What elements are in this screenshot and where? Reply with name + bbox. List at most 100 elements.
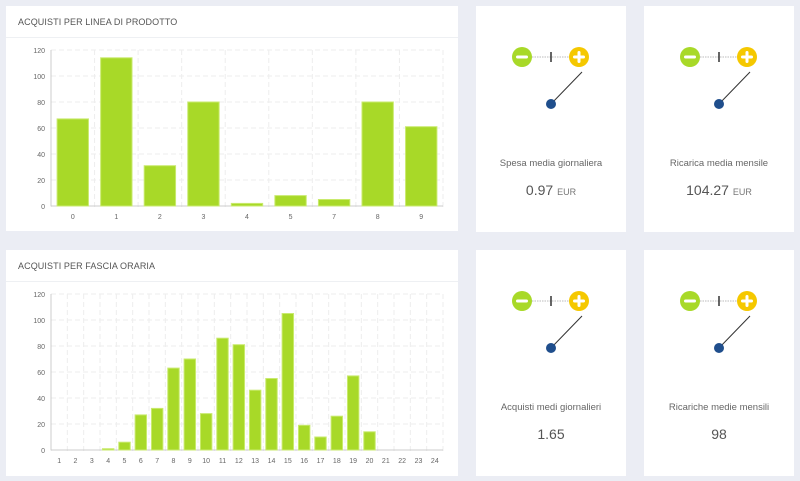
x-tick-label: 24 <box>431 458 439 465</box>
gauge-needle <box>550 71 583 105</box>
gauge-needle <box>550 315 583 349</box>
x-tick-label: 7 <box>332 214 336 221</box>
plus-icon-glyph <box>577 51 581 63</box>
y-tick-label: 20 <box>37 422 45 429</box>
x-tick-label: 8 <box>376 214 380 221</box>
x-tick-label: 16 <box>300 458 308 465</box>
x-tick-label: 17 <box>317 458 325 465</box>
x-tick-label: 7 <box>155 458 159 465</box>
bar <box>199 413 213 451</box>
y-tick-label: 20 <box>37 178 45 185</box>
gauge-needle <box>718 71 751 105</box>
y-tick-label: 40 <box>37 396 45 403</box>
card-value: 104.27 EUR <box>644 182 794 198</box>
x-tick-label: 6 <box>139 458 143 465</box>
bar <box>134 414 148 451</box>
bar <box>230 202 264 207</box>
bar <box>281 313 295 451</box>
x-tick-label: 20 <box>366 458 374 465</box>
y-tick-label: 100 <box>33 318 45 325</box>
x-tick-label: 1 <box>57 458 61 465</box>
y-tick-label: 60 <box>37 126 45 133</box>
card-label: Ricariche medie mensili <box>668 402 770 413</box>
bar <box>346 375 360 451</box>
bar <box>183 358 197 451</box>
x-tick-label: 5 <box>289 214 293 221</box>
x-tick-label: 4 <box>106 458 110 465</box>
card-label: Ricarica media mensile <box>669 158 769 169</box>
y-tick-label: 120 <box>33 292 45 299</box>
bar <box>56 118 89 207</box>
x-tick-label: 23 <box>415 458 423 465</box>
minus-icon-glyph <box>684 299 696 303</box>
y-tick-label: 0 <box>41 204 45 211</box>
minus-icon-glyph <box>516 299 528 303</box>
bar <box>150 407 164 451</box>
bar <box>317 199 351 207</box>
bar <box>216 337 229 451</box>
value-number: 0.97 <box>525 182 554 198</box>
panel-title: ACQUISTI PER LINEA DI PRODOTTO <box>6 6 458 38</box>
value-unit: EUR <box>557 187 577 197</box>
bar <box>101 448 115 451</box>
needle-pivot-icon <box>546 99 556 109</box>
value-number: 1.65 <box>537 426 565 442</box>
x-tick-label: 11 <box>219 458 226 465</box>
x-tick-label: 4 <box>245 214 249 221</box>
x-tick-label: 15 <box>284 458 292 465</box>
card-label: Acquisti medi giornalieri <box>500 402 602 413</box>
needle-pivot-icon <box>714 343 724 353</box>
needle-pivot-icon <box>546 343 556 353</box>
x-tick-label: 9 <box>419 214 423 221</box>
x-tick-label: 10 <box>202 458 210 465</box>
product-line-chart: 0 20 40 60 80 100 120 0 1 2 3 4 5 7 8 9 <box>33 48 444 221</box>
y-tick-label: 80 <box>37 100 45 107</box>
value-number: 98 <box>711 426 727 442</box>
card-value: 0.97 EUR <box>476 182 626 198</box>
bar <box>274 195 307 207</box>
card-label: Spesa media giornaliera <box>499 158 603 169</box>
y-tick-label: 40 <box>37 152 45 159</box>
card-value: 1.65 <box>476 426 626 442</box>
y-tick-label: 100 <box>33 74 45 81</box>
panel-title: ACQUISTI PER FASCIA ORARIA <box>6 250 458 282</box>
x-tick-label: 2 <box>158 214 162 221</box>
x-tick-label: 21 <box>382 458 390 465</box>
bar <box>187 101 220 207</box>
card-value: 98 <box>644 426 794 442</box>
x-tick-label: 9 <box>188 458 192 465</box>
card-monthly-topup: Ricarica media mensile 104.27 EUR <box>644 6 794 232</box>
y-tick-label: 80 <box>37 344 45 351</box>
x-tick-label: 18 <box>333 458 341 465</box>
plus-icon-glyph <box>577 295 581 307</box>
bar <box>314 436 327 451</box>
minus-icon-glyph <box>516 55 528 59</box>
x-tick-label: 2 <box>74 458 78 465</box>
bar <box>232 344 246 451</box>
x-tick-label: 13 <box>251 458 259 465</box>
bar <box>330 415 344 451</box>
x-tick-label: 3 <box>201 214 205 221</box>
y-tick-label: 60 <box>37 370 45 377</box>
card-daily-purchases: Acquisti medi giornalieri 1.65 <box>476 250 626 476</box>
bar <box>100 57 133 207</box>
bar <box>297 424 311 451</box>
y-tick-label: 120 <box>33 48 45 55</box>
x-tick-label: 5 <box>123 458 127 465</box>
bar <box>405 126 438 207</box>
bar <box>363 431 376 451</box>
needle-pivot-icon <box>714 99 724 109</box>
hourly-panel: ACQUISTI PER FASCIA ORARIA 0 20 40 60 80 100 1… <box>6 250 458 476</box>
bar <box>265 378 278 451</box>
x-tick-label: 1 <box>114 214 118 221</box>
card-monthly-topups-count: Ricariche medie mensili 98 <box>644 250 794 476</box>
gauge-needle <box>718 315 751 349</box>
x-tick-label: 0 <box>71 214 75 221</box>
card-daily-spend: Spesa media giornaliera 0.97 EUR <box>476 6 626 232</box>
x-tick-label: 3 <box>90 458 94 465</box>
bar <box>118 441 131 451</box>
bar <box>143 165 177 207</box>
product-line-panel: ACQUISTI PER LINEA DI PRODOTTO 0 20 40 60 80… <box>6 6 458 231</box>
value-unit: EUR <box>732 187 752 197</box>
